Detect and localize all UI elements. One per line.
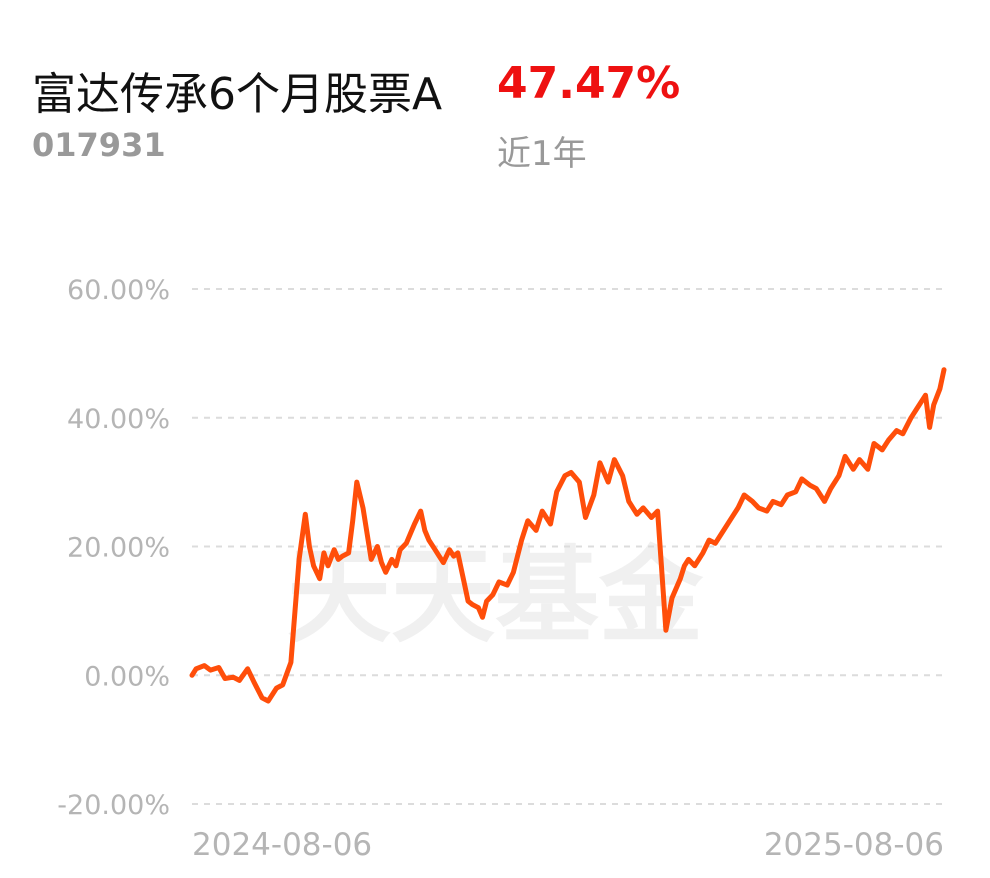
- fund-name: 富达传承6个月股票A: [32, 69, 443, 120]
- x-axis-ticks: 2024-08-06 2025-08-06: [192, 827, 944, 863]
- y-axis-ticks: 60.00% 40.00% 20.00% 0.00% -20.00%: [57, 275, 170, 821]
- y-tick-label: 20.00%: [67, 533, 170, 564]
- period-label[interactable]: 近1年: [497, 134, 587, 174]
- y-tick-label: 0.00%: [84, 661, 170, 692]
- fund-return-value: 47.47%: [497, 58, 681, 109]
- y-tick-label: 60.00%: [67, 275, 170, 306]
- series-line: [189, 367, 947, 704]
- x-tick-label: 2025-08-06: [764, 827, 944, 863]
- fund-code: 017931: [32, 126, 166, 164]
- watermark: 天天基金: [287, 535, 704, 657]
- y-tick-label: 40.00%: [67, 404, 170, 435]
- y-tick-label: -20.00%: [57, 790, 170, 821]
- x-tick-label: 2024-08-06: [192, 827, 372, 863]
- grid-lines: [192, 288, 944, 805]
- series-group: [189, 367, 947, 704]
